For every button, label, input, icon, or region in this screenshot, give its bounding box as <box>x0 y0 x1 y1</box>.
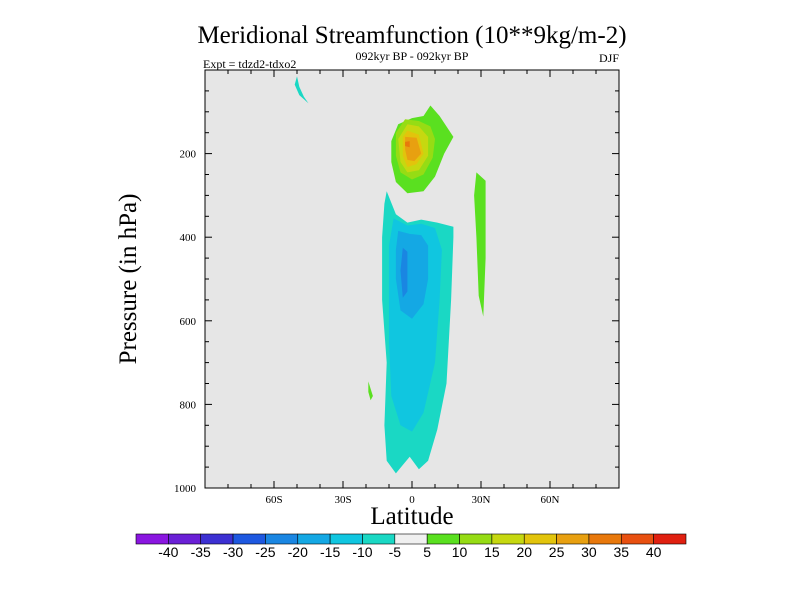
x-tick-label: 60S <box>265 494 282 506</box>
colorbar-swatch <box>523 533 557 545</box>
chart-title: Meridional Streamfunction (10**9kg/m-2) <box>197 22 626 49</box>
colorbar-swatch <box>265 533 299 545</box>
colorbar-swatch <box>491 533 525 545</box>
colorbar: -40 -35 -30 -25 -20 -15 -10 -5 5 10 15 20 25 30 35 40 <box>135 533 687 560</box>
contour-region-neg20-4 <box>400 247 408 298</box>
colorbar-label: -30 <box>223 544 243 560</box>
colorbar-label: -20 <box>288 544 308 560</box>
colorbar-swatch <box>620 533 654 545</box>
colorbar-swatch <box>588 533 622 545</box>
colorbar-swatch <box>653 533 687 545</box>
colorbar-label: -25 <box>255 544 275 560</box>
colorbar-label: 10 <box>452 544 468 560</box>
y-tick-label: 1000 <box>174 483 197 495</box>
colorbar-label: 5 <box>423 544 431 560</box>
x-tick-label: 60N <box>541 494 560 506</box>
colorbar-swatch <box>135 533 169 545</box>
colorbar-swatch <box>362 533 396 545</box>
colorbar-label: -35 <box>191 544 211 560</box>
contour-region-5-7 <box>368 381 373 401</box>
colorbar-swatch <box>426 533 460 545</box>
y-tick-label: 600 <box>180 316 197 328</box>
chart-experiment: Expt = tdzd2-tdxo2 <box>203 57 296 71</box>
x-tick-label: 0 <box>409 494 415 506</box>
contour-region-30-12 <box>405 141 410 148</box>
colorbar-label: -10 <box>352 544 372 560</box>
y-axis-label: Pressure (in hPa) <box>115 194 142 365</box>
chart-period: 092kyr BP - 092kyr BP <box>356 49 469 63</box>
colorbar-label: 30 <box>581 544 597 560</box>
y-tick-label: 800 <box>180 399 197 411</box>
colorbar-label: -15 <box>320 544 340 560</box>
colorbar-swatch <box>394 533 428 545</box>
colorbar-label: 20 <box>516 544 532 560</box>
contour-region-neg5-0 <box>294 76 309 104</box>
y-tick-label: 200 <box>180 149 197 161</box>
colorbar-label: 35 <box>614 544 630 560</box>
colorbar-swatch <box>168 533 202 545</box>
colorbar-label: -40 <box>158 544 178 560</box>
colorbar-label: 40 <box>646 544 662 560</box>
colorbar-swatch <box>232 533 266 545</box>
colorbar-swatch <box>200 533 234 545</box>
contour-region-5-6 <box>474 172 486 317</box>
colorbar-label: -5 <box>389 544 402 560</box>
colorbar-swatch <box>459 533 493 545</box>
y-tick-label: 400 <box>180 232 197 244</box>
x-tick-label: 30S <box>334 494 351 506</box>
x-tick-label: 30N <box>472 494 491 506</box>
colorbar-label: 15 <box>484 544 500 560</box>
colorbar-swatch <box>297 533 331 545</box>
colorbar-label: 25 <box>549 544 565 560</box>
colorbar-swatch <box>556 533 590 545</box>
colorbar-swatch <box>329 533 363 545</box>
x-axis-label: Latitude <box>370 503 453 530</box>
chart-season: DJF <box>599 51 619 65</box>
